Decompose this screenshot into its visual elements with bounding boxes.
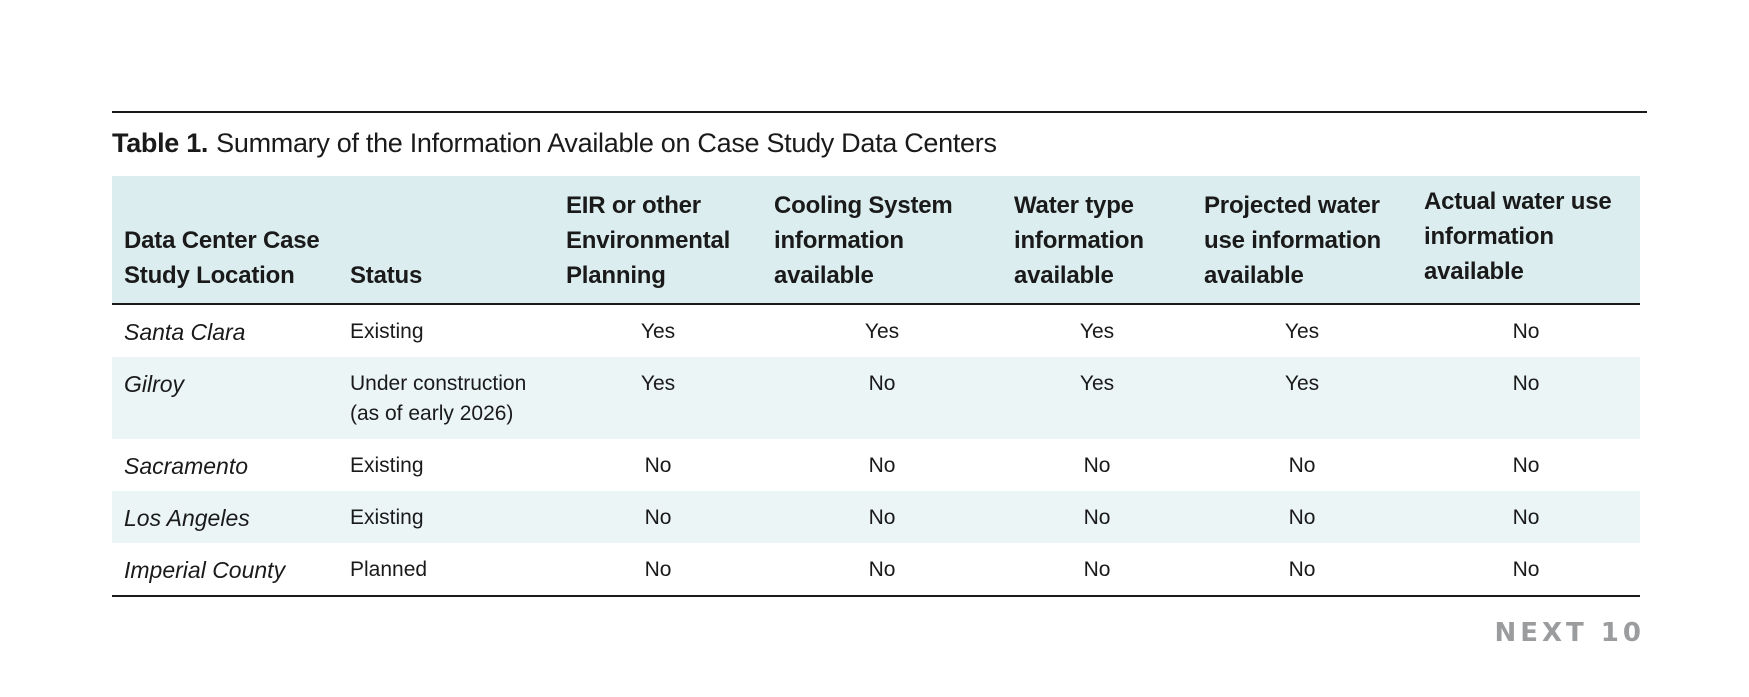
cell-cooling: No [868,454,896,477]
table-caption: Table 1. Summary of the Information Avail… [112,126,997,160]
cell-projected: No [1192,543,1412,597]
cell-actual: No [1512,320,1540,343]
cell-location: Gilroy [124,371,185,397]
cell-cooling: No [868,506,896,529]
top-rule [112,111,1647,113]
cell-actual: No [1512,506,1540,529]
cell-eir: No [644,506,672,529]
header-actual-water: Actual water use information available [1412,176,1640,305]
cell-status: Under construction (as of early 2026) [350,372,527,425]
table-row: Santa Clara Existing Yes Yes Yes Yes No [112,304,1640,357]
summary-table: Data Center Case Study Location Status E… [112,176,1640,597]
cell-water-type: Yes [1079,372,1115,395]
cell-location: Imperial County [112,543,338,597]
cell-status: Existing [350,506,424,529]
cell-projected: Yes [1284,372,1320,395]
header-status: Status [338,176,554,305]
brand-logo: NEXT 10 [1494,618,1645,648]
table-row: Los Angeles Existing No No No No No [112,491,1640,543]
cell-location: Sacramento [124,453,249,479]
cell-eir: Yes [640,372,676,395]
table-row: Imperial County Planned No No No No No [112,543,1640,597]
cell-projected: Yes [1284,320,1320,343]
cell-actual: No [1412,543,1640,597]
cell-cooling: No [868,372,896,395]
cell-location: Santa Clara [124,319,246,345]
cell-eir: Yes [640,320,676,343]
cell-cooling: Yes [864,320,900,343]
cell-projected: No [1288,454,1316,477]
cell-water-type: No [1083,454,1111,477]
cell-eir: No [644,454,672,477]
table-row: Sacramento Existing No No No No No [112,439,1640,491]
cell-actual: No [1512,454,1540,477]
header-cooling: Cooling System information available [762,176,1002,305]
cell-cooling: No [762,543,1002,597]
cell-water-type: No [1002,543,1192,597]
cell-location: Los Angeles [124,505,250,531]
table-number: Table 1. [112,128,209,158]
cell-projected: No [1288,506,1316,529]
header-location: Data Center Case Study Location [112,176,338,305]
header-projected-water: Projected water use information availabl… [1192,176,1412,305]
table-row: Gilroy Under construction (as of early 2… [112,357,1640,439]
cell-status: Planned [338,543,554,597]
cell-water-type: Yes [1079,320,1115,343]
cell-status: Existing [350,454,424,477]
cell-water-type: No [1083,506,1111,529]
header-eir: EIR or other Environmental Planning [554,176,762,305]
table-header-row: Data Center Case Study Location Status E… [112,176,1640,305]
cell-status: Existing [350,320,424,343]
cell-actual: No [1512,372,1540,395]
header-water-type: Water type information available [1002,176,1192,305]
table-title: Summary of the Information Available on … [216,128,997,158]
cell-eir: No [554,543,762,597]
